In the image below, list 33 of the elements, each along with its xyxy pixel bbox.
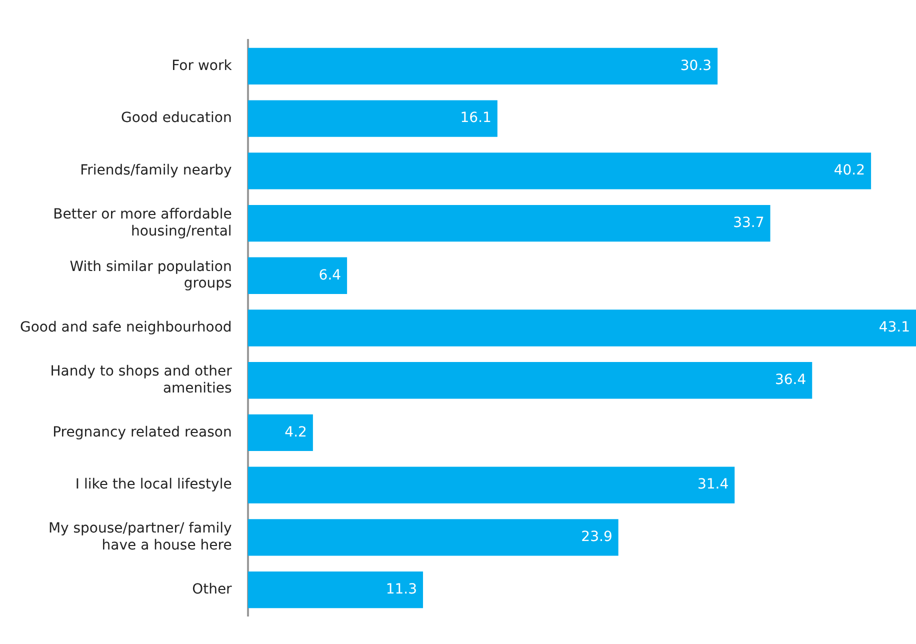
- bar: [248, 152, 872, 190]
- data-label: 40.2: [834, 162, 866, 179]
- data-label: 23.9: [581, 529, 612, 546]
- data-label: 4.2: [284, 424, 307, 440]
- data-label: 36.4: [774, 372, 806, 388]
- bar: [248, 519, 618, 556]
- bar: [248, 414, 313, 452]
- bar: [248, 100, 498, 137]
- bar: [248, 571, 424, 608]
- y-tick-label: I like the local lifestyle: [75, 476, 232, 493]
- data-label: 11.3: [386, 581, 418, 598]
- y-tick-label: For work: [172, 58, 233, 74]
- bar: [248, 204, 770, 242]
- y-tick-label: Other: [192, 581, 232, 598]
- bar: [248, 48, 718, 85]
- bar: [248, 362, 812, 399]
- data-label: 6.4: [318, 267, 342, 284]
- y-tick-label: With similar population groups: [70, 258, 232, 292]
- bar: [248, 257, 348, 294]
- y-tick-label: Pregnancy related reason: [52, 424, 232, 440]
- y-tick-label: Handy to shops and other amenities: [50, 364, 232, 396]
- data-label: 31.4: [697, 476, 729, 493]
- y-tick-label: Friends/family nearby: [80, 162, 232, 179]
- bar: [248, 466, 735, 504]
- y-tick-label: Good and safe neighbourhood: [20, 320, 232, 336]
- data-label: 30.3: [680, 58, 712, 74]
- y-tick-label: My spouse/partner/ family have a house here: [48, 520, 232, 554]
- bar: [248, 310, 916, 346]
- y-tick-label: Better or more affordable housing/rental: [53, 206, 232, 240]
- data-label: 16.1: [460, 110, 492, 126]
- y-tick-label: Good education: [121, 110, 232, 126]
- data-label: 43.1: [878, 320, 910, 336]
- data-label: 33.7: [733, 214, 764, 231]
